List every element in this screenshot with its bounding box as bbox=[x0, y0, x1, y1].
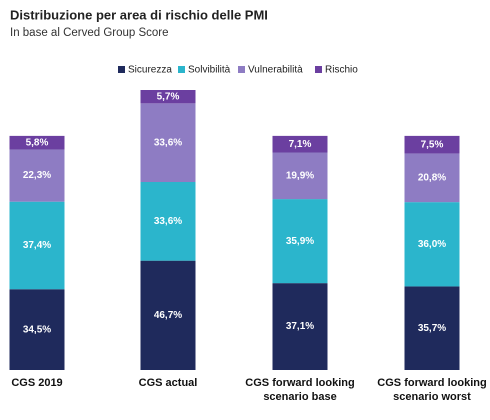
bar-segment bbox=[272, 135, 328, 153]
data-label: 20,8% bbox=[418, 172, 446, 183]
x-tick-label: scenario worst bbox=[393, 391, 471, 403]
data-label: 35,9% bbox=[286, 236, 314, 247]
bar-segment bbox=[404, 135, 460, 154]
x-tick-label: scenario base bbox=[263, 391, 336, 403]
bar-segment bbox=[404, 153, 460, 203]
x-tick-label: CGS forward looking bbox=[377, 377, 486, 389]
data-label: 22,3% bbox=[23, 170, 51, 181]
data-label: 5,8% bbox=[26, 137, 49, 148]
bar-segment bbox=[272, 152, 328, 200]
bar-segment bbox=[9, 135, 65, 150]
legend-label: Rischio bbox=[325, 65, 358, 76]
legend-swatch bbox=[178, 66, 185, 73]
data-label: 46,7% bbox=[154, 310, 182, 321]
data-label: 33,6% bbox=[154, 216, 182, 227]
bar-segment bbox=[140, 103, 196, 183]
legend-label: Solvibilità bbox=[188, 65, 231, 76]
bar-segment bbox=[140, 182, 196, 261]
bar-segment bbox=[9, 289, 65, 370]
data-label: 35,7% bbox=[418, 323, 446, 334]
x-tick-label: CGS 2019 bbox=[11, 377, 62, 389]
legend-label: Sicurezza bbox=[128, 65, 172, 76]
legend-swatch bbox=[315, 66, 322, 73]
chart-title: Distribuzione per area di rischio delle … bbox=[10, 7, 268, 22]
bar-segment bbox=[404, 202, 460, 287]
data-label: 37,1% bbox=[286, 321, 314, 332]
bar-segment bbox=[272, 283, 328, 370]
x-tick-label: CGS actual bbox=[139, 377, 198, 389]
legend-swatch bbox=[118, 66, 125, 73]
legend: Sicurezza Solvibilità Vulnerabilità Rischio bbox=[118, 65, 358, 76]
data-label: 5,7% bbox=[157, 91, 180, 102]
data-label: 7,5% bbox=[421, 139, 444, 150]
x-tick-label: CGS forward looking bbox=[245, 377, 354, 389]
bar-segment bbox=[404, 286, 460, 370]
bar-segment bbox=[9, 201, 65, 290]
bar-segment bbox=[272, 199, 328, 284]
data-label: 33,6% bbox=[154, 137, 182, 148]
bar-segment bbox=[140, 90, 196, 104]
chart-subtitle: In base al Cerved Group Score bbox=[10, 27, 169, 39]
data-label: 36,0% bbox=[418, 239, 446, 250]
data-label: 34,5% bbox=[23, 324, 51, 335]
data-label: 7,1% bbox=[289, 139, 312, 150]
bar-segment bbox=[9, 149, 65, 202]
legend-label: Vulnerabilità bbox=[248, 65, 303, 76]
legend-swatch bbox=[238, 66, 245, 73]
data-label: 37,4% bbox=[23, 240, 51, 251]
data-label: 19,9% bbox=[286, 170, 314, 181]
bar-segment bbox=[140, 260, 196, 370]
